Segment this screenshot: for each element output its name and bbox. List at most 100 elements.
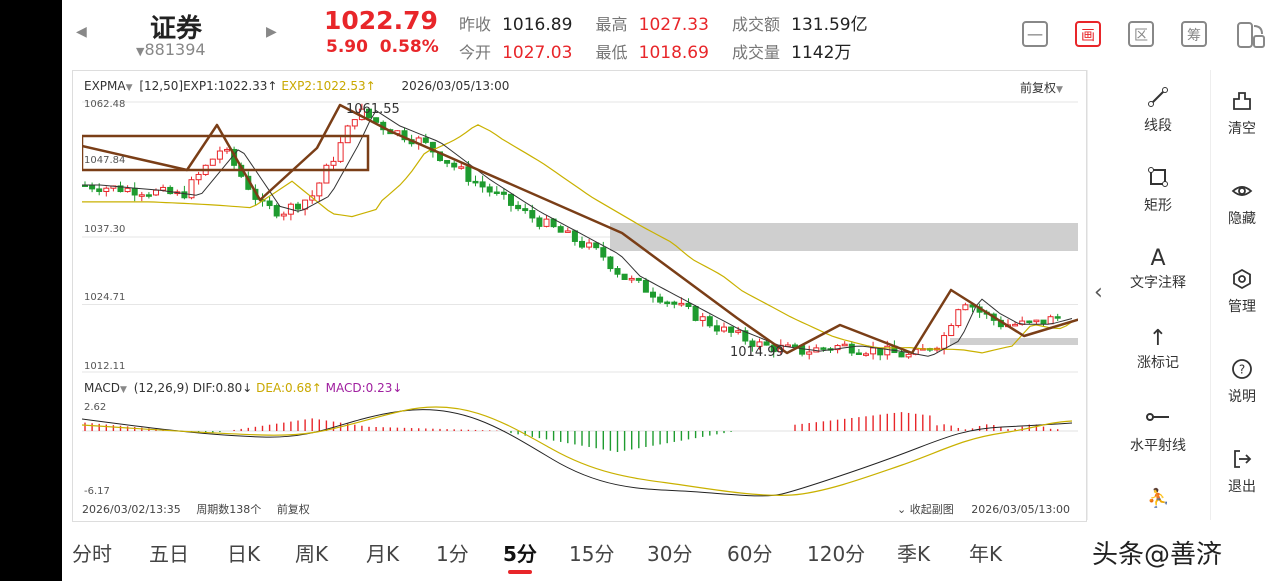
candle-body <box>216 150 223 160</box>
candle-body <box>486 186 493 193</box>
tool-horizontal-ray[interactable]: 水平射线 <box>1121 406 1195 455</box>
candle-body <box>586 242 593 248</box>
period-tab-month[interactable]: 月K <box>366 542 400 566</box>
side-exit[interactable]: 退出 <box>1217 448 1267 496</box>
candle-body <box>571 230 578 242</box>
candle-body <box>344 125 351 144</box>
candle-body <box>209 158 216 166</box>
candle-body <box>89 184 96 190</box>
candle-body <box>941 335 948 349</box>
rotate-screen-icon[interactable] <box>1232 18 1266 54</box>
candle-body <box>153 189 159 196</box>
period-tab-120min[interactable]: 120分 <box>807 542 866 566</box>
period-tab-intraday[interactable]: 分时 <box>72 542 112 566</box>
macd-axis-top: 2.62 <box>84 402 107 413</box>
candle-body <box>870 347 877 355</box>
period-tab-week[interactable]: 周K <box>295 542 329 566</box>
period-tab-5min[interactable]: 5分 <box>503 542 537 566</box>
period-tab-5day[interactable]: 五日 <box>149 542 189 566</box>
candle-body <box>515 204 522 210</box>
security-code[interactable]: ▼881394 <box>136 40 206 59</box>
period-tab-day[interactable]: 日K <box>227 542 261 566</box>
candle-body <box>713 325 720 332</box>
period-tab-1min[interactable]: 1分 <box>436 542 469 566</box>
candle-body <box>721 326 727 332</box>
price-axis-top: 1062.48 <box>84 99 126 110</box>
side-clear[interactable]: 清空 <box>1217 90 1267 138</box>
tool-text-note[interactable]: A 文字注释 <box>1121 246 1195 292</box>
macd-chart[interactable] <box>82 399 1078 499</box>
candle-body <box>742 330 749 342</box>
horizontal-ray-icon <box>1121 406 1195 435</box>
dea-line <box>82 406 1073 496</box>
chip-icon[interactable]: 筹 <box>1181 21 1207 47</box>
tool-rectangle[interactable]: 矩形 <box>1121 166 1195 215</box>
zone-icon[interactable]: 区 <box>1128 21 1154 47</box>
gray-zone <box>610 223 1078 251</box>
candle-body <box>749 340 756 347</box>
candle-body <box>1047 316 1054 325</box>
period-tab-year[interactable]: 年K <box>969 542 1003 566</box>
macd-select[interactable]: MACD▼ <box>84 381 127 395</box>
minus-box-icon[interactable]: 一 <box>1022 21 1048 47</box>
chart-panel[interactable] <box>72 70 1087 522</box>
adjust-select[interactable]: 前复权▼ <box>1020 81 1063 95</box>
watermark: 头条@善济 <box>1092 540 1223 570</box>
period-tab-60min[interactable]: 60分 <box>727 542 773 566</box>
candle-body <box>280 213 287 217</box>
candle-body <box>266 200 273 207</box>
side-help[interactable]: ? 说明 <box>1217 358 1267 406</box>
candle-body <box>458 166 465 169</box>
candle-body <box>756 341 763 347</box>
period-tab-15min[interactable]: 15分 <box>569 542 615 566</box>
collapse-subchart-button[interactable]: ⌄ 收起副图 <box>897 503 954 516</box>
tool-line-segment[interactable]: 线段 <box>1121 86 1195 135</box>
side-hide[interactable]: 隐藏 <box>1217 180 1267 228</box>
candlestick-chart[interactable] <box>82 98 1078 376</box>
footer-left: 2026/03/02/13:35 周期数138个 前复权 <box>82 503 310 516</box>
candle-body <box>188 179 195 199</box>
candle-body <box>444 160 451 164</box>
draw-icon[interactable]: 画 <box>1075 21 1101 47</box>
chevron-left-icon[interactable]: ‹ <box>1094 280 1103 305</box>
candle-body <box>167 186 174 195</box>
candle-body <box>621 273 628 280</box>
candle-body <box>607 256 614 270</box>
candle-body <box>678 302 685 306</box>
more-tools-icon[interactable]: ⛹ <box>1147 488 1170 509</box>
candle-body <box>493 191 500 194</box>
dif-line <box>82 409 1073 497</box>
candle-body <box>145 194 152 197</box>
candle-body <box>351 119 358 127</box>
candle-body <box>500 191 507 195</box>
candle-body <box>834 345 841 351</box>
candle-body <box>1026 320 1033 324</box>
candle-body <box>295 203 301 210</box>
candle-body <box>905 353 912 358</box>
candle-body <box>529 210 536 219</box>
candle-body <box>195 173 202 181</box>
candle-body <box>848 343 855 354</box>
gray-zone <box>950 338 1078 345</box>
exit-icon <box>1217 448 1267 476</box>
candle-body <box>124 187 131 193</box>
candle-body <box>614 268 621 275</box>
candle-body <box>948 325 955 337</box>
indicator-select[interactable]: EXPMA▼ <box>84 79 133 93</box>
period-tab-quarter[interactable]: 季K <box>897 542 931 566</box>
candle-body <box>224 148 230 152</box>
drawn-rectangle <box>82 134 370 172</box>
candle-body <box>955 309 962 327</box>
tool-rise-mark[interactable]: ↑ 涨标记 <box>1121 326 1195 372</box>
candle-body <box>706 316 713 327</box>
chevron-right-icon[interactable]: ▶ <box>266 24 277 40</box>
app-window: ◀ ▶ 证券 ▼881394 1022.79 5.90 0.58% 昨收 101… <box>62 0 1280 581</box>
candle-body <box>1033 319 1040 323</box>
side-manage[interactable]: 管理 <box>1217 268 1267 316</box>
chevron-left-icon[interactable]: ◀ <box>76 24 87 40</box>
rectangle-icon <box>1121 166 1195 195</box>
period-tab-30min[interactable]: 30分 <box>647 542 693 566</box>
low-label: 1014.99 <box>730 345 784 360</box>
candle-body <box>103 187 110 192</box>
eye-icon <box>1217 180 1267 208</box>
